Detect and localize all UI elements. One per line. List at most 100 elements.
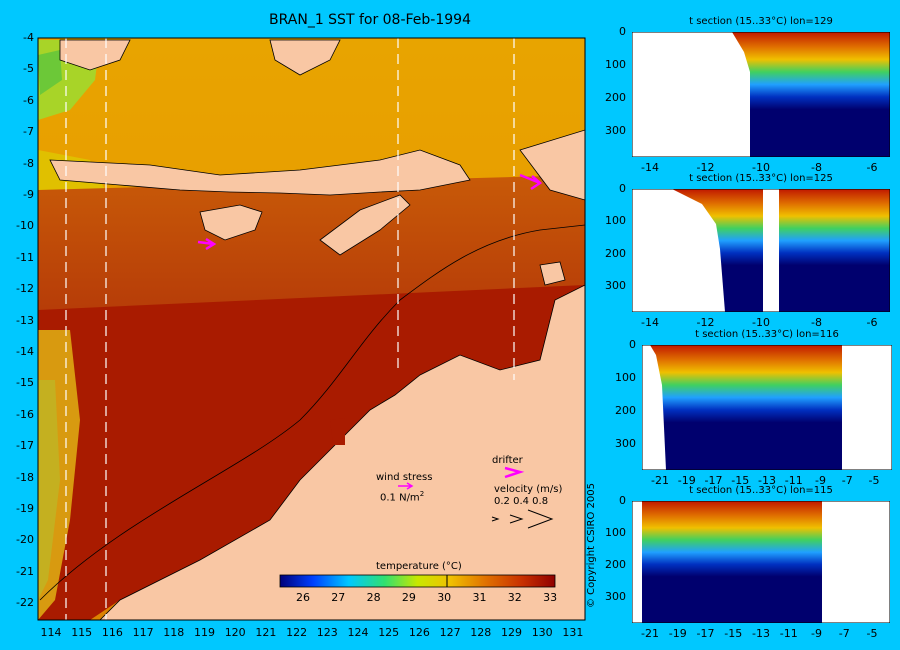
section-lat-tick: -10 bbox=[752, 161, 770, 174]
section-lat-tick: -9 bbox=[811, 627, 822, 640]
section-lat-tick: -8 bbox=[811, 161, 822, 174]
lon-tick-label: 118 bbox=[163, 626, 185, 639]
legend bbox=[398, 466, 554, 529]
section-lat-tick: -7 bbox=[838, 627, 850, 640]
section-lat-tick: -21 bbox=[651, 474, 669, 487]
lat-tick-label: -22 bbox=[16, 596, 34, 610]
colorbar-tick-label: 30 bbox=[437, 591, 452, 604]
section-depth-tick: 100 bbox=[605, 526, 626, 540]
section-depth-tick: 100 bbox=[615, 370, 636, 384]
lon-tick-label: 127 bbox=[439, 626, 461, 639]
map-plot-area bbox=[37, 37, 586, 621]
section-lat-tick: -6 bbox=[866, 161, 878, 174]
section-title: t section (15..33°C) lon=129 bbox=[689, 16, 833, 27]
lon-tick-label: 120 bbox=[224, 626, 246, 639]
section-depth-tick: 300 bbox=[615, 436, 636, 450]
section-lat-tick: -5 bbox=[866, 627, 878, 640]
lon-tick-label: 125 bbox=[378, 626, 400, 639]
lat-tick-label: -9 bbox=[23, 188, 34, 201]
section-depth-tick: 0 bbox=[619, 494, 626, 507]
colorbar-tick-label: 33 bbox=[543, 591, 558, 604]
lat-tick-label: -5 bbox=[23, 62, 34, 76]
section-lat-tick: -14 bbox=[641, 316, 659, 329]
section-lat-tick: -17 bbox=[696, 627, 715, 640]
section-depth-tick: 200 bbox=[605, 558, 626, 572]
section-plot bbox=[632, 32, 890, 157]
wind-stress-value: 0.1 N/m2 bbox=[380, 490, 424, 503]
section-lat-tick: -9 bbox=[815, 474, 826, 487]
colorbar bbox=[279, 574, 556, 588]
colorbar-tick-label: 26 bbox=[296, 591, 310, 604]
section-title: t section (15..33°C) lon=116 bbox=[695, 329, 839, 340]
section-lat-tick: -15 bbox=[724, 627, 743, 640]
lon-tick-label: 123 bbox=[316, 626, 338, 639]
section-depth-tick: 100 bbox=[605, 214, 626, 228]
lon-tick-label: 128 bbox=[470, 626, 492, 639]
lat-tick-label: -14 bbox=[16, 345, 34, 358]
map-title: BRAN_1 SST for 08-Feb-1994 bbox=[269, 12, 471, 28]
section-depth-tick: 200 bbox=[605, 246, 626, 260]
lon-tick-label: 117 bbox=[132, 626, 154, 639]
lon-tick-label: 116 bbox=[101, 626, 123, 639]
lat-tick-label: -10 bbox=[16, 219, 34, 233]
lon-tick-label: 122 bbox=[286, 626, 308, 639]
lat-tick-label: -17 bbox=[16, 439, 34, 453]
lat-tick-label: -20 bbox=[16, 533, 34, 547]
lon-tick-label: 119 bbox=[194, 626, 215, 639]
section-title: t section (15..33°C) lon=115 bbox=[689, 485, 833, 496]
section-depth-tick: 0 bbox=[629, 338, 636, 351]
section-lat-tick: -12 bbox=[696, 316, 715, 329]
section-depth-tick: 200 bbox=[605, 90, 626, 104]
drifter-arrow bbox=[197, 237, 217, 251]
section-depth-tick: 200 bbox=[615, 403, 636, 417]
section-depth-tick: 0 bbox=[619, 25, 626, 38]
lon-tick-label: 129 bbox=[501, 626, 522, 639]
drifter-label: drifter bbox=[492, 455, 523, 466]
wind-stress-label: wind stress bbox=[376, 472, 433, 483]
wind-stress-value-text: 0.1 N/m bbox=[380, 492, 420, 504]
lat-tick-label: -7 bbox=[23, 125, 34, 139]
lon-tick-label: 115 bbox=[71, 626, 93, 639]
sst-map bbox=[37, 37, 586, 621]
section-lat-tick: -5 bbox=[868, 474, 880, 487]
colorbar-label: temperature (°C) bbox=[376, 561, 462, 572]
section-depth-tick: 100 bbox=[605, 57, 626, 71]
velocity-arrows bbox=[491, 509, 554, 529]
section-lat-tick: -8 bbox=[811, 316, 822, 329]
section-lat-tick: -21 bbox=[641, 627, 659, 640]
drifter-arrow bbox=[519, 173, 543, 191]
colorbar-tick-label: 29 bbox=[401, 591, 416, 604]
drifter-legend-arrow bbox=[504, 466, 525, 479]
colorbar-tick-label: 32 bbox=[507, 591, 522, 604]
section-plot bbox=[632, 189, 890, 312]
lat-tick-label: -15 bbox=[16, 376, 34, 390]
velocity-label: velocity (m/s) bbox=[494, 484, 563, 495]
section-lat-tick: -10 bbox=[752, 316, 770, 329]
wind-stress-exponent: 2 bbox=[419, 490, 425, 498]
lat-tick-label: -4 bbox=[23, 31, 34, 44]
section-lat-tick: -13 bbox=[758, 474, 776, 487]
lat-tick-label: -13 bbox=[16, 313, 34, 327]
copyright: © Copyright CSIRO 2005 bbox=[586, 483, 597, 608]
section-lat-tick: -12 bbox=[696, 161, 715, 174]
lon-tick-label: 124 bbox=[347, 626, 369, 639]
lat-tick-label: -11 bbox=[16, 250, 34, 264]
section-lat-tick: -6 bbox=[866, 316, 878, 329]
lat-tick-label: -8 bbox=[23, 156, 34, 170]
colorbar-tick-label: 28 bbox=[366, 591, 381, 604]
wind-stress-arrow bbox=[398, 482, 414, 490]
section-lat-tick: -17 bbox=[704, 474, 723, 487]
section-lat-tick: -11 bbox=[779, 627, 798, 640]
colorbar-tick-label: 27 bbox=[331, 591, 346, 604]
section-lat-tick: -15 bbox=[731, 474, 750, 487]
lon-tick-label: 114 bbox=[40, 626, 62, 639]
lon-tick-label: 121 bbox=[255, 626, 277, 639]
lon-tick-label: 131 bbox=[562, 626, 584, 639]
section-plot bbox=[642, 345, 892, 470]
lat-tick-label: -18 bbox=[16, 470, 34, 484]
lon-tick-label: 130 bbox=[531, 626, 553, 639]
section-depth-tick: 300 bbox=[605, 590, 626, 604]
section-lat-tick: -13 bbox=[752, 627, 770, 640]
lon-tick-label: 126 bbox=[408, 626, 430, 639]
section-lat-tick: -19 bbox=[668, 627, 687, 640]
